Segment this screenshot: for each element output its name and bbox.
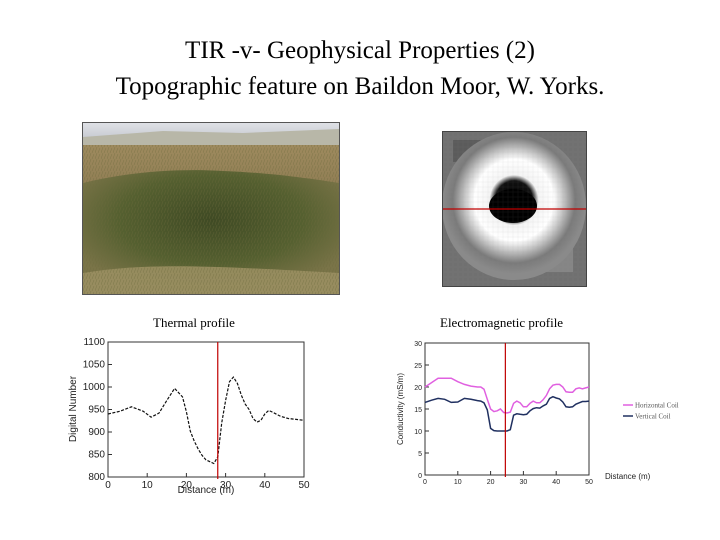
x-tick-label: 50 (585, 479, 593, 486)
em-profile-caption: Electromagnetic profile (440, 315, 564, 330)
em-profile-chart: 0 5 10 15 20 25 30 0 10 20 30 40 50 Distance (m) Condu… (396, 341, 679, 486)
legend-label-1: Vertical Coil (635, 413, 671, 421)
y-tick-label: 10 (414, 429, 422, 436)
plot-frame (107, 341, 305, 478)
x-tick-label: 30 (520, 479, 528, 486)
y-tick-label: 0 (418, 473, 422, 480)
thermal-profile-chart: 800 850 900 950 1000 1050 1100 0 10 20 30 40 50 Dista… (68, 337, 310, 496)
x-tick-label: 20 (487, 479, 495, 486)
em-anomaly-image (442, 131, 587, 287)
x-tick-label: 0 (105, 480, 111, 491)
series-line-0 (107, 376, 305, 465)
moor-photo (82, 122, 340, 295)
y-tick-label: 30 (414, 341, 422, 348)
y-axis-label: Conductivity (mS/m) (396, 373, 405, 445)
title-line-2: Topographic feature on Baildon Moor, W. … (115, 73, 605, 100)
y-tick-label: 5 (418, 451, 422, 458)
x-tick-label: 0 (423, 479, 427, 486)
y-tick-label: 1050 (83, 360, 106, 371)
thermal-profile-caption: Thermal profile (153, 315, 235, 330)
em-anomaly-ring-image-icon (443, 132, 586, 286)
series-line-1 (424, 395, 590, 432)
y-axis-label: Digital Number (68, 375, 79, 442)
x-tick-label: 40 (552, 479, 560, 486)
y-tick-label: 850 (88, 450, 105, 461)
y-tick-label: 25 (414, 363, 422, 370)
x-tick-label: 10 (454, 479, 462, 486)
x-tick-label: 50 (298, 480, 310, 491)
title-line-1: TIR -v- Geophysical Properties (2) (185, 37, 535, 64)
y-tick-label: 900 (88, 427, 105, 438)
legend-label-0: Horizontal Coil (635, 402, 679, 410)
x-tick-label: 20 (181, 480, 193, 491)
y-tick-label: 800 (88, 472, 105, 483)
x-axis-label: Distance (m) (178, 485, 235, 496)
x-tick-label: 10 (142, 480, 154, 491)
plot-frame (424, 342, 590, 476)
y-tick-label: 20 (414, 385, 422, 392)
moorland-hollow-photo-icon (83, 123, 339, 294)
x-tick-label: 30 (220, 480, 232, 491)
y-tick-label: 15 (414, 407, 422, 414)
y-tick-label: 1100 (83, 337, 105, 348)
series-line-0 (424, 377, 590, 414)
x-axis-label: Distance (m) (605, 472, 651, 481)
y-tick-label: 1000 (83, 382, 106, 393)
y-tick-label: 950 (88, 405, 105, 416)
x-tick-label: 40 (259, 480, 271, 491)
